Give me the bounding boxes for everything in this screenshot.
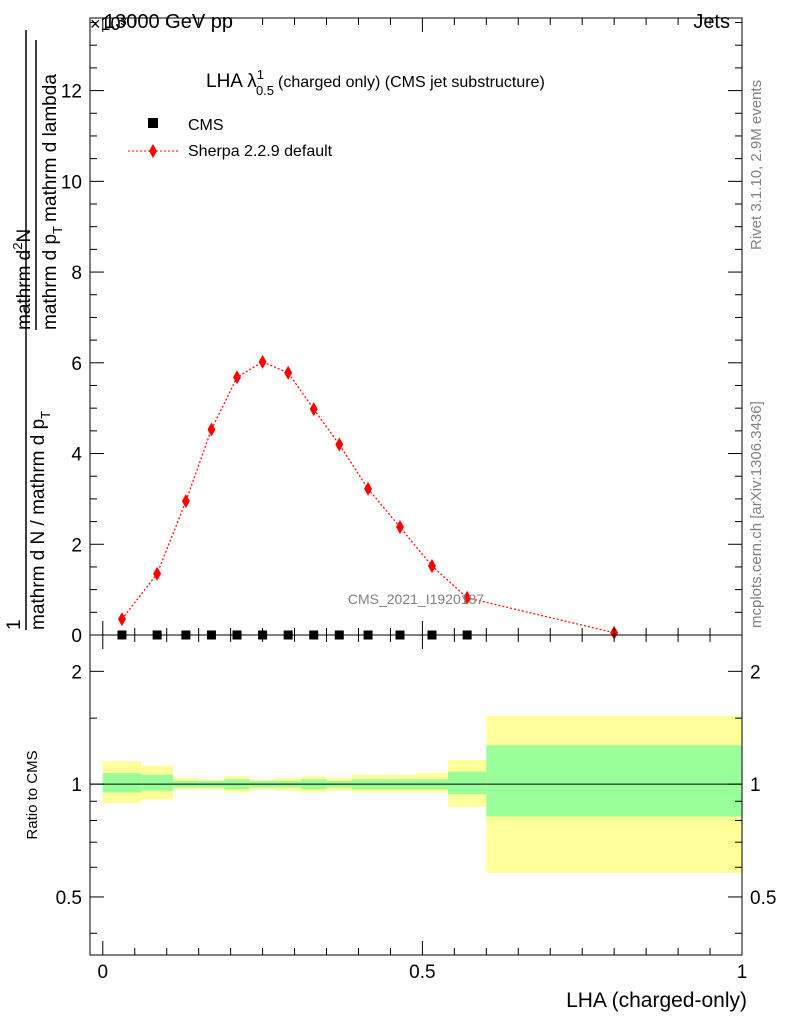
ylabel-outer-den: mathrm d N / mathrm d pT xyxy=(28,411,53,630)
legend-cms-marker xyxy=(148,118,158,128)
ylabel-inner-den-b: mathrm d lambda xyxy=(40,74,61,222)
ratio-ytick-label-right: 0.5 xyxy=(750,888,776,909)
ylabel-inner-num-b: N xyxy=(14,229,35,243)
legend-cms-label: CMS xyxy=(188,117,224,134)
title-rest: (charged only) (CMS jet substructure) xyxy=(278,74,545,91)
ratio-ytick-label: 0.5 xyxy=(56,888,82,909)
main-ytick-label: 10 xyxy=(61,172,82,193)
sherpa-point-11 xyxy=(427,559,436,574)
main-ytick-label: 6 xyxy=(71,354,82,375)
sherpa-point-2 xyxy=(181,494,190,509)
main-ytick-label: 0 xyxy=(71,626,82,647)
title-subscript: 0.5 xyxy=(256,83,274,98)
ylabel-outer-den-sub: T xyxy=(38,411,53,419)
ylabel-inner-den-a: mathrm d p xyxy=(40,234,61,330)
xlabel: LHA (charged-only) xyxy=(566,989,747,1012)
ratio-ytick-label-right: 2 xyxy=(750,662,761,683)
green-band-13 xyxy=(486,745,742,817)
sherpa-point-5 xyxy=(258,354,267,369)
title-main: LHA λ xyxy=(206,71,257,92)
plot-frames xyxy=(89,17,743,956)
green-band-0 xyxy=(102,773,142,793)
sherpa-point-12 xyxy=(463,590,472,605)
legend-sherpa-label: Sherpa 2.2.9 default xyxy=(188,143,333,160)
main-ytick-label: 12 xyxy=(61,82,82,103)
ylabel-inner-num-a: mathrm d xyxy=(14,250,35,330)
sherpa-point-1 xyxy=(153,566,162,581)
sherpa-point-0 xyxy=(117,612,126,627)
plot-title: LHA λ1 0.5 (charged only) (CMS jet substru… xyxy=(206,67,545,98)
sherpa-point-9 xyxy=(364,481,373,496)
sherpa-point-3 xyxy=(207,422,216,437)
ratio-bands xyxy=(102,715,742,873)
exponent-label: ×10³ xyxy=(90,14,127,34)
energy-label: 13000 GeV pp xyxy=(104,11,233,33)
main-ylabel: 1 mathrm d N / mathrm d pT mathrm d2N ma… xyxy=(4,30,65,630)
sherpa-point-7 xyxy=(309,402,318,417)
ylabel-inner-num: mathrm d2N xyxy=(10,229,35,330)
ratio-xtick-label: 1 xyxy=(737,962,748,983)
sherpa-point-8 xyxy=(335,437,344,452)
title-superscript: 1 xyxy=(257,67,264,82)
ylabel-inner-den: mathrm d pTmathrm d lambda xyxy=(40,74,65,330)
sherpa-point-10 xyxy=(396,520,405,535)
ratio-xtick-label: 0.5 xyxy=(409,962,435,983)
sherpa-point-4 xyxy=(233,370,242,385)
legend-sherpa-marker xyxy=(149,144,157,158)
main-ytick-label: 4 xyxy=(71,445,82,466)
ratio-ylabel: Ratio to CMS xyxy=(24,750,41,839)
axis-ticks xyxy=(90,18,743,955)
main-ytick-label: 8 xyxy=(71,263,82,284)
main-frame xyxy=(89,17,743,636)
ratio-frame xyxy=(89,634,743,956)
ratio-xtick-label: 0 xyxy=(97,962,108,983)
ylabel-outer-num: 1 xyxy=(4,619,25,630)
green-band-12 xyxy=(447,771,487,795)
rivet-version-label: Rivet 3.1.10, 2.9M events xyxy=(748,80,765,250)
sherpa-point-6 xyxy=(284,365,293,380)
mcplots-label: mcplots.cern.ch [arXiv:1306.3436] xyxy=(748,401,765,628)
ratio-ytick-label: 2 xyxy=(71,662,82,683)
green-band-1 xyxy=(141,774,174,791)
process-label: Jets xyxy=(693,11,730,33)
main-ytick-label: 2 xyxy=(71,535,82,556)
sherpa-line xyxy=(121,361,615,634)
analysis-watermark: CMS_2021_I1920187 xyxy=(348,591,484,607)
ylabel-outer-den-text: mathrm d N / mathrm d p xyxy=(28,419,49,630)
ylabel-inner-num-sup: 2 xyxy=(10,243,25,250)
ylabel-inner-den-sub: T xyxy=(50,226,65,234)
ratio-ytick-label: 1 xyxy=(71,775,82,796)
ratio-ytick-label-right: 1 xyxy=(750,775,761,796)
